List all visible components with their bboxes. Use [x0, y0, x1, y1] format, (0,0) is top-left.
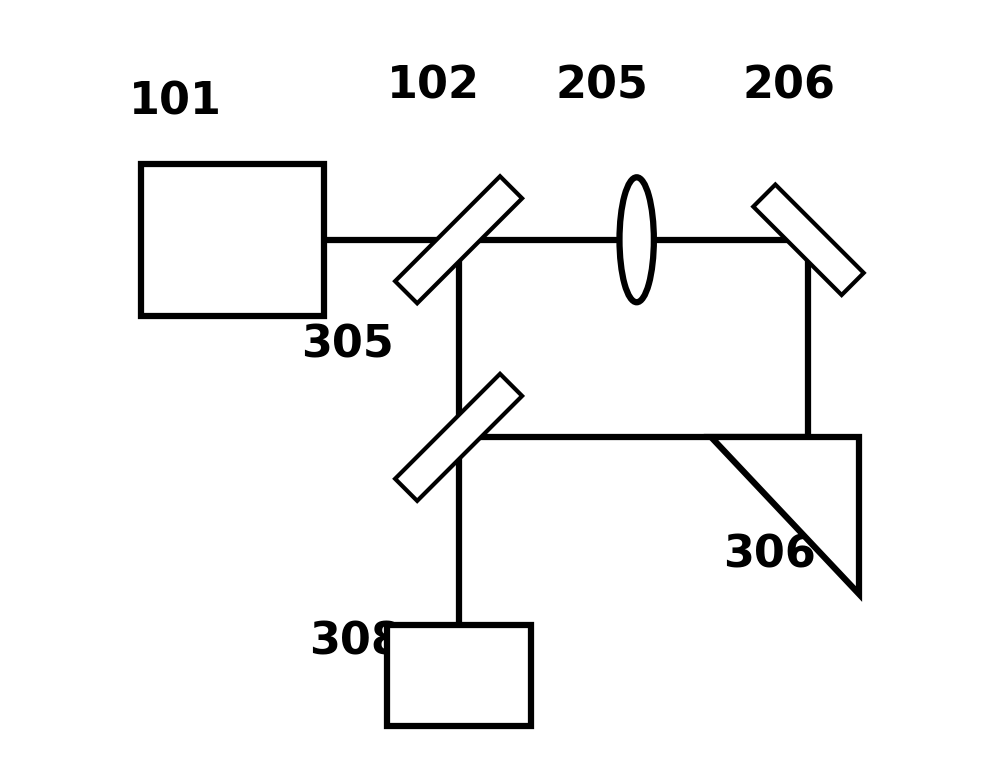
Polygon shape [711, 437, 859, 594]
Bar [141, 164, 324, 316]
Polygon shape [395, 374, 522, 501]
Text: 306: 306 [723, 533, 816, 576]
Polygon shape [753, 184, 864, 295]
Text: 205: 205 [555, 64, 648, 108]
Text: 308: 308 [309, 620, 402, 664]
Text: 102: 102 [387, 64, 480, 108]
Text: 101: 101 [129, 80, 222, 123]
Polygon shape [395, 177, 522, 303]
Ellipse shape [619, 177, 654, 302]
Text: 305: 305 [301, 323, 394, 367]
Text: 206: 206 [742, 64, 835, 108]
Bar [387, 625, 531, 726]
